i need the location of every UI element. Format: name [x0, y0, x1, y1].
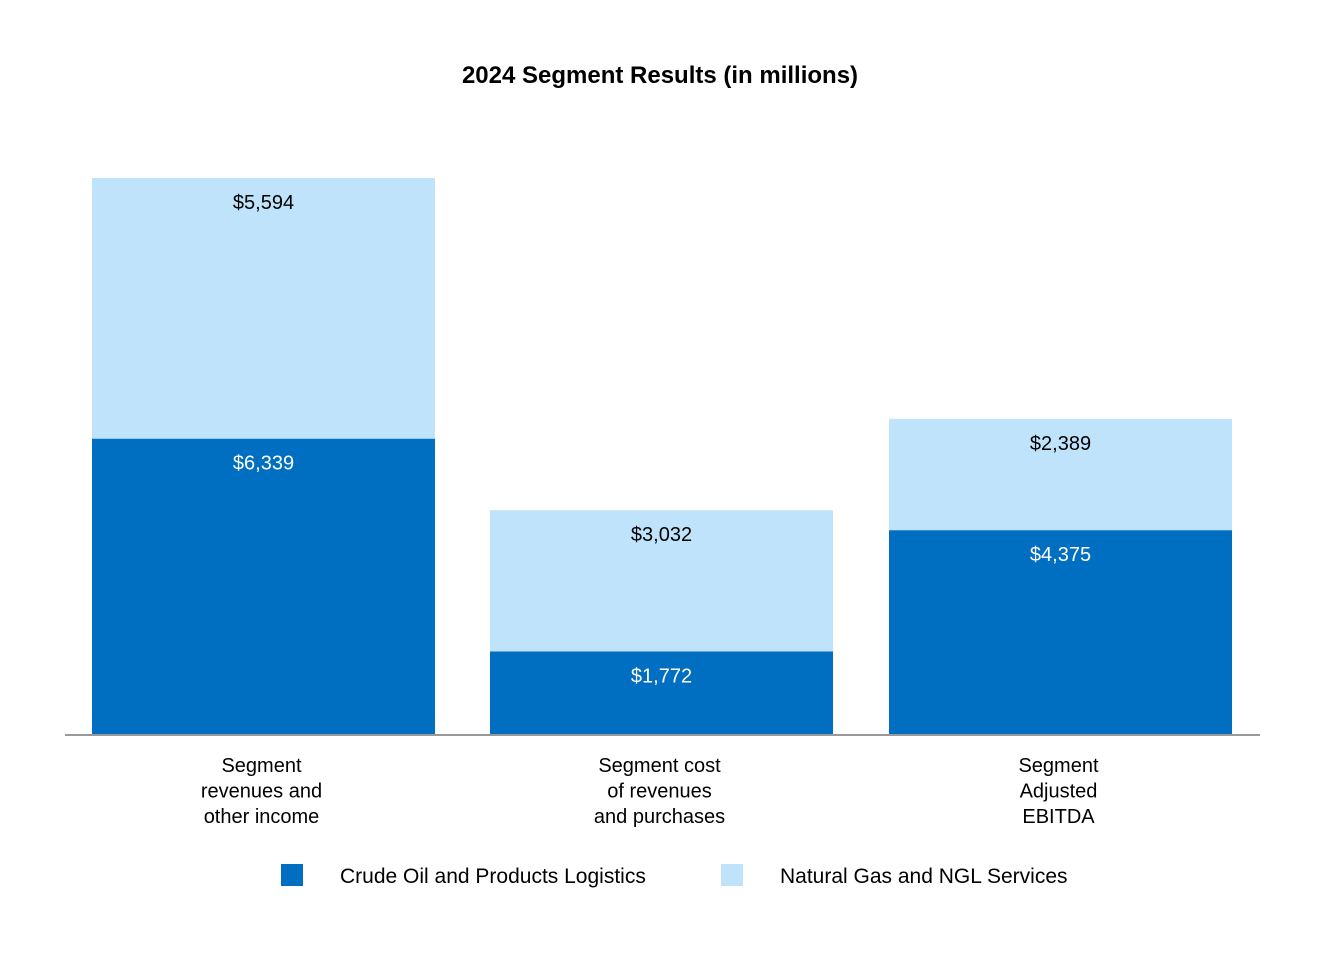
value-labels-layer: $6,339 $5,594 $1,772 $3,032 $4,375 $2,389: [233, 192, 1091, 687]
legend-swatch-natural-gas: [721, 864, 743, 886]
category-label-2-line-2: EBITDA: [1022, 806, 1095, 828]
value-label-natural-gas-1: $3,032: [631, 524, 692, 546]
bar-natural-gas-1: [490, 510, 833, 652]
bar-crude-oil-0: [92, 438, 435, 734]
value-label-natural-gas-2: $2,389: [1030, 433, 1091, 455]
value-label-crude-oil-2: $4,375: [1030, 544, 1091, 566]
category-label-1-line-2: and purchases: [594, 806, 725, 828]
category-label-0-line-2: other income: [204, 806, 320, 828]
value-label-natural-gas-0: $5,594: [233, 192, 294, 214]
legend-label-natural-gas: Natural Gas and NGL Services: [780, 865, 1068, 888]
legend: Crude Oil and Products Logistics Natural…: [281, 864, 1068, 888]
bar-natural-gas-0: [92, 178, 435, 439]
bar-crude-oil-1: [490, 651, 833, 734]
value-label-crude-oil-1: $1,772: [631, 665, 692, 687]
legend-label-crude-oil: Crude Oil and Products Logistics: [340, 865, 646, 888]
category-label-1-line-1: of revenues: [607, 781, 712, 803]
bar-crude-oil-2: [889, 530, 1232, 734]
category-label-0-line-0: Segment: [221, 755, 301, 777]
category-labels-layer: Segment revenues and other income Segment c…: [201, 755, 1099, 828]
legend-swatch-crude-oil: [281, 864, 303, 886]
chart-title: 2024 Segment Results (in millions): [462, 62, 858, 89]
category-label-2-line-0: Segment: [1018, 755, 1098, 777]
bars-layer: [92, 178, 1232, 734]
bar-natural-gas-2: [889, 418, 1232, 531]
category-label-0-line-1: revenues and: [201, 781, 322, 803]
category-label-2-line-1: Adjusted: [1020, 781, 1098, 803]
category-label-1-line-0: Segment cost: [598, 755, 721, 777]
value-label-crude-oil-0: $6,339: [233, 453, 294, 475]
